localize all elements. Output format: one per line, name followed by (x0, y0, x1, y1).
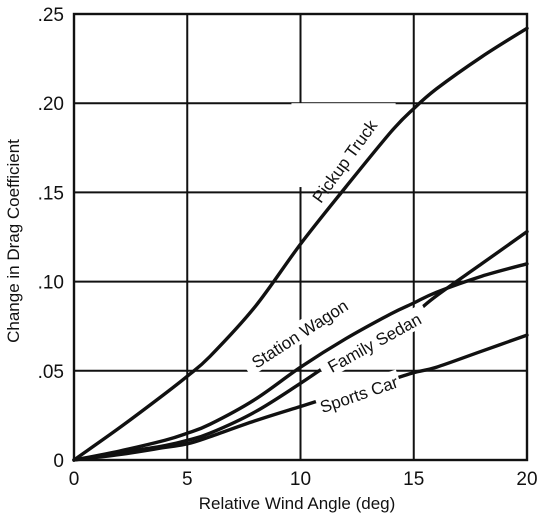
x-tick-label-5: 5 (182, 469, 193, 490)
series-label-background-sports-car (314, 369, 403, 418)
series-line-sports-car (72, 333, 529, 462)
y-tick-label-0-1: .10 (38, 273, 64, 294)
series-label-background-station-wagon (239, 289, 359, 377)
y-tick-label-0-25: .25 (38, 5, 64, 26)
x-tick-label-0: 0 (69, 469, 80, 490)
x-tick-label-15: 15 (403, 469, 424, 490)
y-tick-label-0-2: .20 (38, 94, 64, 115)
series-line-family-sedan (72, 229, 529, 462)
y-tick-label-0-15: .15 (38, 183, 64, 204)
x-axis-label: Relative Wind Angle (deg) (199, 494, 396, 513)
x-tick-labels: 0 5 10 15 20 (69, 469, 538, 490)
series-lines (72, 26, 529, 462)
grid-lines (74, 14, 527, 460)
y-axis-label: Change in Drag Coefficient (4, 139, 23, 343)
series-label-background-family-sedan (316, 303, 432, 381)
x-tick-label-10: 10 (290, 469, 311, 490)
y-tick-labels: 0 .05 .10 .15 .20 .25 (38, 5, 64, 472)
y-tick-label-0-05: .05 (38, 362, 64, 383)
series-line-pickup-truck (72, 26, 529, 462)
series-label-sports-car: Sports Car (318, 373, 401, 418)
x-tick-label-20: 20 (516, 469, 537, 490)
series-line-station-wagon (72, 262, 529, 462)
y-tick-label-0: 0 (53, 451, 64, 472)
plot-frame (72, 12, 529, 462)
plot-border (72, 12, 529, 462)
